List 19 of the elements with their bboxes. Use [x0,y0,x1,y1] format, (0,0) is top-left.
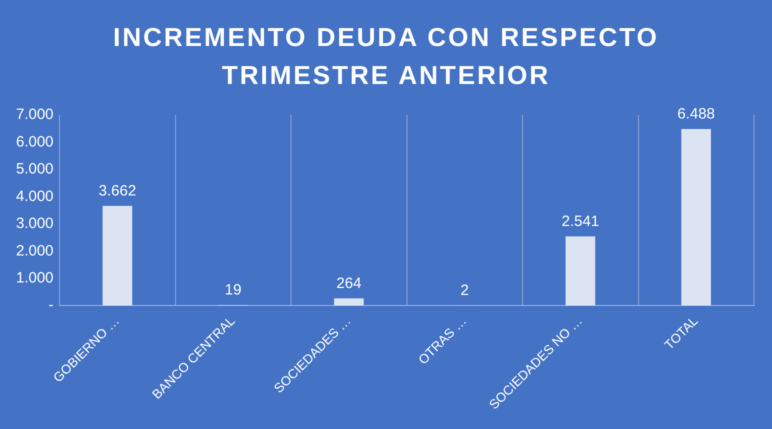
y-tick-label: 7.000 [16,106,54,124]
y-tick-label: 6.000 [16,133,54,150]
y-tick-label: 3.000 [16,215,54,232]
bar [102,206,132,306]
data-label: 19 [224,282,242,299]
bar [566,236,596,306]
data-label: 6.488 [677,106,715,123]
data-label: 264 [336,275,362,292]
y-tick-label: 2.000 [16,242,54,260]
data-label: 2 [460,282,469,300]
chart-title: INCREMENTO DEUDA CON RESPECTO TRIMESTRE ANTERIOR [112,21,660,92]
bar [334,298,364,306]
bar [681,128,711,306]
y-tick-label: 5.000 [16,160,54,178]
data-label: 3.662 [98,182,136,200]
y-tick-label: - [48,296,54,314]
data-label: 2.541 [562,213,600,230]
y-tick-label: 1.000 [16,270,54,287]
y-tick-label: 4.000 [16,188,54,205]
